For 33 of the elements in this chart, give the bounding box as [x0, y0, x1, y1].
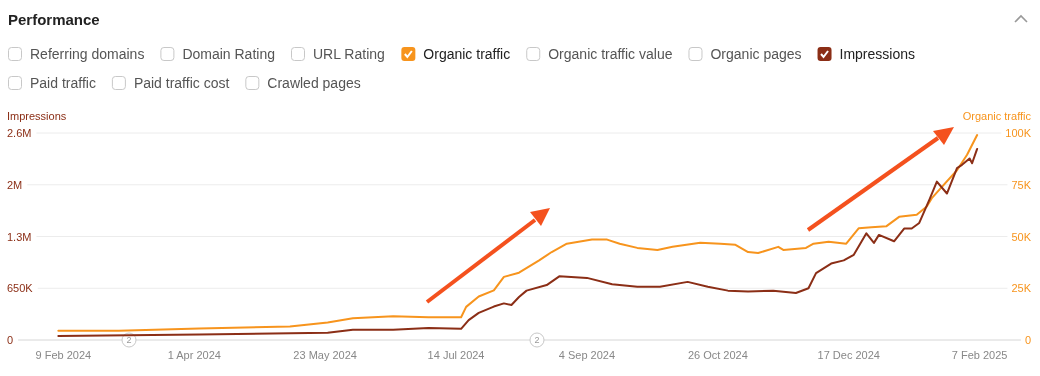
y2-tick-label: 100K [1005, 127, 1032, 139]
legend-label: Referring domains [30, 46, 145, 62]
legend-label: Organic traffic value [548, 46, 673, 62]
y2-tick-label: 50K [1011, 230, 1032, 243]
x-tick-label: 4 Sep 2024 [558, 349, 616, 361]
y-tick-label: 1.3M [7, 230, 32, 243]
y2-tick-label: 75K [1011, 178, 1032, 191]
legend-label: Domain Rating [182, 46, 275, 62]
x-tick-label: 14 Jul 2024 [427, 349, 485, 361]
legend-label: Crawled pages [267, 75, 361, 91]
legend-label: Paid traffic cost [133, 75, 230, 91]
x-tick-label: 17 Dec 2024 [817, 349, 880, 361]
annotation: 2 [126, 335, 132, 345]
x-tick-label: 9 Feb 2024 [35, 349, 92, 361]
x-tick-label: 1 Apr 2024 [167, 349, 221, 361]
y-axis-title: Impressions [7, 110, 67, 122]
y2-tick-label: 25K [1011, 282, 1032, 295]
y-tick-label: 0 [7, 334, 14, 346]
y2-axis-title: Organic traffic [962, 110, 1032, 122]
x-tick-label: 23 May 2024 [293, 349, 357, 361]
y2-tick-label: 0 [1024, 334, 1031, 346]
legend-label: Organic traffic [423, 46, 511, 62]
legend-label: URL Rating [312, 46, 385, 62]
legend-label: Organic pages [710, 46, 802, 62]
y-tick-label: 2M [7, 178, 23, 191]
chart-title: Performance [8, 10, 100, 28]
x-tick-label: 26 Oct 2024 [687, 349, 748, 361]
legend-label: Impressions [839, 46, 915, 62]
y-tick-label: 2.6M [7, 127, 32, 139]
annotation: 2 [534, 335, 540, 345]
x-tick-label: 7 Feb 2025 [951, 349, 1008, 361]
legend-label: Paid traffic [30, 75, 96, 91]
y-tick-label: 650K [7, 282, 34, 295]
